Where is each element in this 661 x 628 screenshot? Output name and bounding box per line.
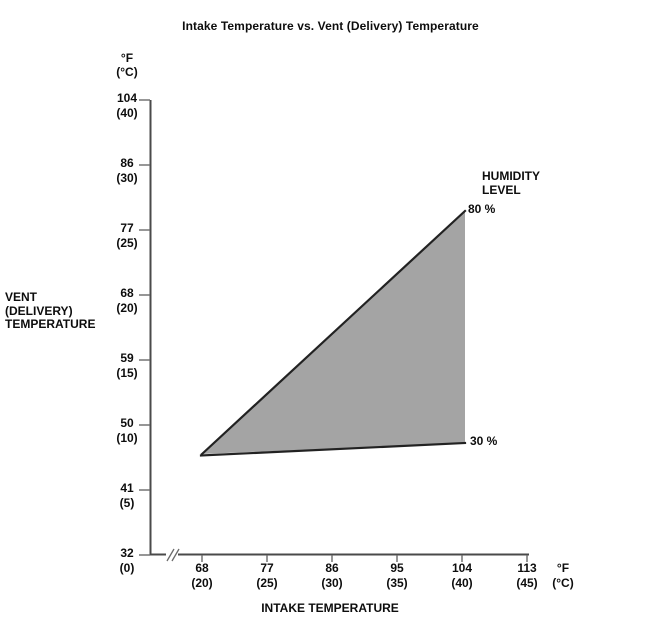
x-tick-label: 113 (45) <box>516 561 538 590</box>
y-tick-label: 68 (20) <box>116 286 138 315</box>
y-axis-title: VENT (DELIVERY) TEMPERATURE <box>5 290 96 331</box>
y-tick-label: 41 (5) <box>119 481 135 510</box>
y-tick-label: 59 (15) <box>116 351 138 380</box>
y-axis-unit-f: °F <box>120 51 134 65</box>
x-tick-marks <box>201 555 528 562</box>
humidity-30-label: 30 % <box>470 434 498 448</box>
x-axis-unit: °F (°C) <box>533 561 593 591</box>
y-tick-label: 77 (25) <box>116 221 138 250</box>
chart-title: Intake Temperature vs. Vent (Delivery) T… <box>182 19 479 33</box>
y-tick-label: 86 (30) <box>116 156 138 185</box>
y-tick-marks <box>139 99 150 556</box>
y-tick-label: 104 (40) <box>116 91 138 120</box>
x-axis-break <box>166 548 180 562</box>
x-tick-label: 86 (30) <box>321 561 343 590</box>
humidity-30-line <box>199 441 467 457</box>
legend-heading: HUMIDITY LEVEL <box>482 169 540 197</box>
y-axis-unit-c: (°C) <box>116 65 138 79</box>
x-tick-label: 68 (20) <box>191 561 213 590</box>
humidity-80-line <box>200 209 467 456</box>
humidity-80-label: 80 % <box>468 202 496 216</box>
x-tick-label: 95 (35) <box>386 561 408 590</box>
x-axis-unit-c: (°C) <box>552 576 574 590</box>
y-tick-label: 50 (10) <box>116 416 138 445</box>
y-tick-label: 32 (0) <box>119 546 135 575</box>
x-axis-title: INTAKE TEMPERATURE <box>261 601 399 615</box>
x-tick-label: 77 (25) <box>256 561 278 590</box>
y-axis-unit: °F (°C) <box>97 51 157 79</box>
x-tick-label: 104 (40) <box>451 561 473 590</box>
x-axis-unit-f: °F <box>556 561 570 575</box>
